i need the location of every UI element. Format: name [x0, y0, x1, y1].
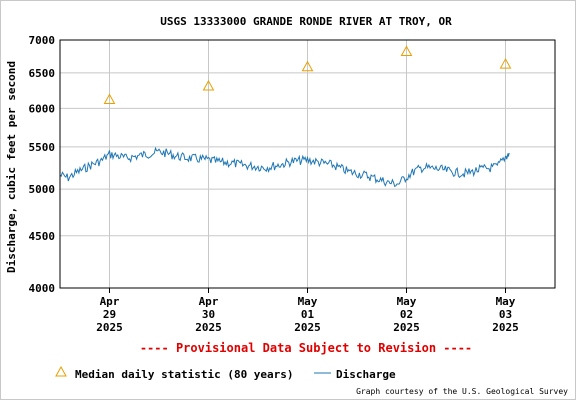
- x-tick-label: 01: [301, 308, 315, 321]
- y-tick-label: 6500: [29, 67, 56, 80]
- median-point: [202, 79, 215, 91]
- y-tick-label: 6000: [29, 102, 56, 115]
- discharge-legend-label: Discharge: [336, 368, 396, 381]
- x-tick-label: 02: [400, 308, 413, 321]
- y-tick-label: 5500: [29, 141, 56, 154]
- x-tick-label: May: [397, 295, 417, 308]
- series-layer: [59, 45, 512, 188]
- discharge-series-line: [59, 146, 510, 188]
- credit-text: Graph courtesy of the U.S. Geological Su…: [356, 387, 568, 396]
- x-tick-label: 29: [103, 308, 116, 321]
- y-tick-label: 7000: [29, 34, 56, 47]
- legend: Median daily statistic (80 years) Discha…: [55, 365, 396, 381]
- x-tick-label: May: [298, 295, 318, 308]
- provisional-note: ---- Provisional Data Subject to Revisio…: [140, 341, 472, 355]
- x-tick-label: 2025: [294, 321, 321, 334]
- y-tick-label: 5000: [29, 183, 56, 196]
- x-tick-label: 2025: [393, 321, 420, 334]
- x-tick-label: 2025: [96, 321, 123, 334]
- y-axis-label: Discharge, cubic feet per second: [5, 61, 18, 273]
- median-point: [301, 60, 314, 72]
- grid: [60, 40, 555, 288]
- x-tick-label: 2025: [195, 321, 222, 334]
- median-point: [400, 45, 413, 57]
- median-point: [103, 93, 116, 105]
- x-tick-label: 2025: [492, 321, 519, 334]
- y-tick-label: 4500: [29, 230, 56, 243]
- chart-title: USGS 13333000 GRANDE RONDE RIVER AT TROY…: [160, 15, 452, 28]
- x-tick-label: 03: [499, 308, 512, 321]
- median-legend-label: Median daily statistic (80 years): [75, 368, 294, 381]
- tick-labels: 4000450050005500600065007000Apr292025Apr…: [29, 34, 519, 334]
- y-tick-label: 4000: [29, 282, 56, 295]
- x-tick-label: Apr: [199, 295, 219, 308]
- x-tick-label: May: [496, 295, 516, 308]
- x-tick-label: Apr: [100, 295, 120, 308]
- median-legend-icon: [55, 365, 67, 377]
- x-tick-label: 30: [202, 308, 215, 321]
- median-point: [499, 58, 512, 69]
